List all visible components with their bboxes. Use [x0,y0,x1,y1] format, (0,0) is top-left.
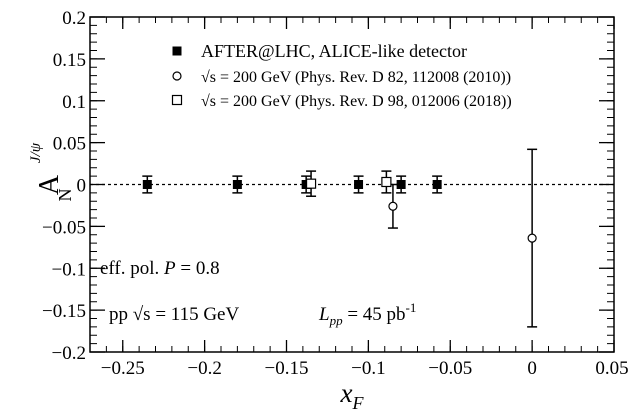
chart-ticks-layer: −0.25 −0.2 −0.15 −0.1 −0.05 0 0.05 −0.2 −0.15 −0.… [42,8,628,379]
y-tick-label: 0 [77,176,87,197]
y-axis-label-sub: N [55,189,75,202]
legend-label-0: AFTER@LHC, ALICE-like detector [201,41,467,61]
y-tick-label: −0.05 [42,217,86,238]
y-tick-label: 0.1 [62,92,86,113]
y-axis-label: A N J/ψ [28,142,75,201]
legend-label-2: √s = 200 GeV (Phys. Rev. D 98, 012006 (2… [201,93,512,110]
data-point-series-1 [527,233,537,243]
chart-data-layer [142,148,538,328]
data-point-series-0 [142,180,152,189]
annotation-luminosity-sub: pp [329,313,344,328]
x-axis-label-sub: F [351,393,364,412]
x-tick-label: −0.25 [101,358,145,379]
x-tick-label: 0 [527,358,537,379]
y-tick-label: −0.2 [52,343,86,364]
annotation-luminosity: Lpp = 45 pb-1 [318,300,416,328]
annotation-polarization: eff. pol. P = 0.8 [100,258,220,279]
x-axis-label: xF [340,378,365,412]
x-tick-label: −0.15 [265,358,309,379]
data-point-series-0 [232,180,242,189]
data-point-series-2 [305,178,317,189]
data-point-series-1 [388,201,398,211]
y-tick-label: 0.2 [62,8,86,29]
data-point-series-0 [432,180,442,189]
y-tick-label: 0.05 [53,134,86,155]
y-tick-label: −0.1 [52,259,86,280]
x-axis-label-main: x [340,378,353,408]
plot-frame [89,16,615,353]
annotation-luminosity-symbol: L [318,304,330,325]
y-tick-label: −0.15 [42,301,86,322]
data-point-series-2 [381,176,392,188]
x-tick-label: 0.05 [595,358,628,379]
legend: AFTER@LHC, ALICE-like detector √s = 200 G… [171,41,512,110]
x-tick-label: −0.05 [428,358,472,379]
legend-marker-1 [172,71,182,81]
legend-marker-2 [171,94,183,106]
annotation-luminosity-value: = 45 pb [343,304,406,325]
legend-label-1: √s = 200 GeV (Phys. Rev. D 82, 112008 (2… [201,69,511,86]
annotation-polarization-text: eff. pol. [100,258,164,279]
y-axis-label-sup: J/ψ [28,142,44,163]
y-axis-label-main: A [34,174,65,195]
legend-marker-0 [172,46,182,56]
data-point-series-0 [354,180,364,189]
data-point-series-0 [396,180,406,189]
annotation-energy: pp √s = 115 GeV [109,304,239,325]
x-tick-label: −0.1 [351,358,385,379]
y-tick-label: 0.15 [53,50,86,71]
annotation-luminosity-sup: -1 [406,300,417,315]
x-tick-label: −0.2 [187,358,221,379]
annotation-polarization-symbol: P [163,258,176,279]
annotation-polarization-value: = 0.8 [176,258,220,279]
